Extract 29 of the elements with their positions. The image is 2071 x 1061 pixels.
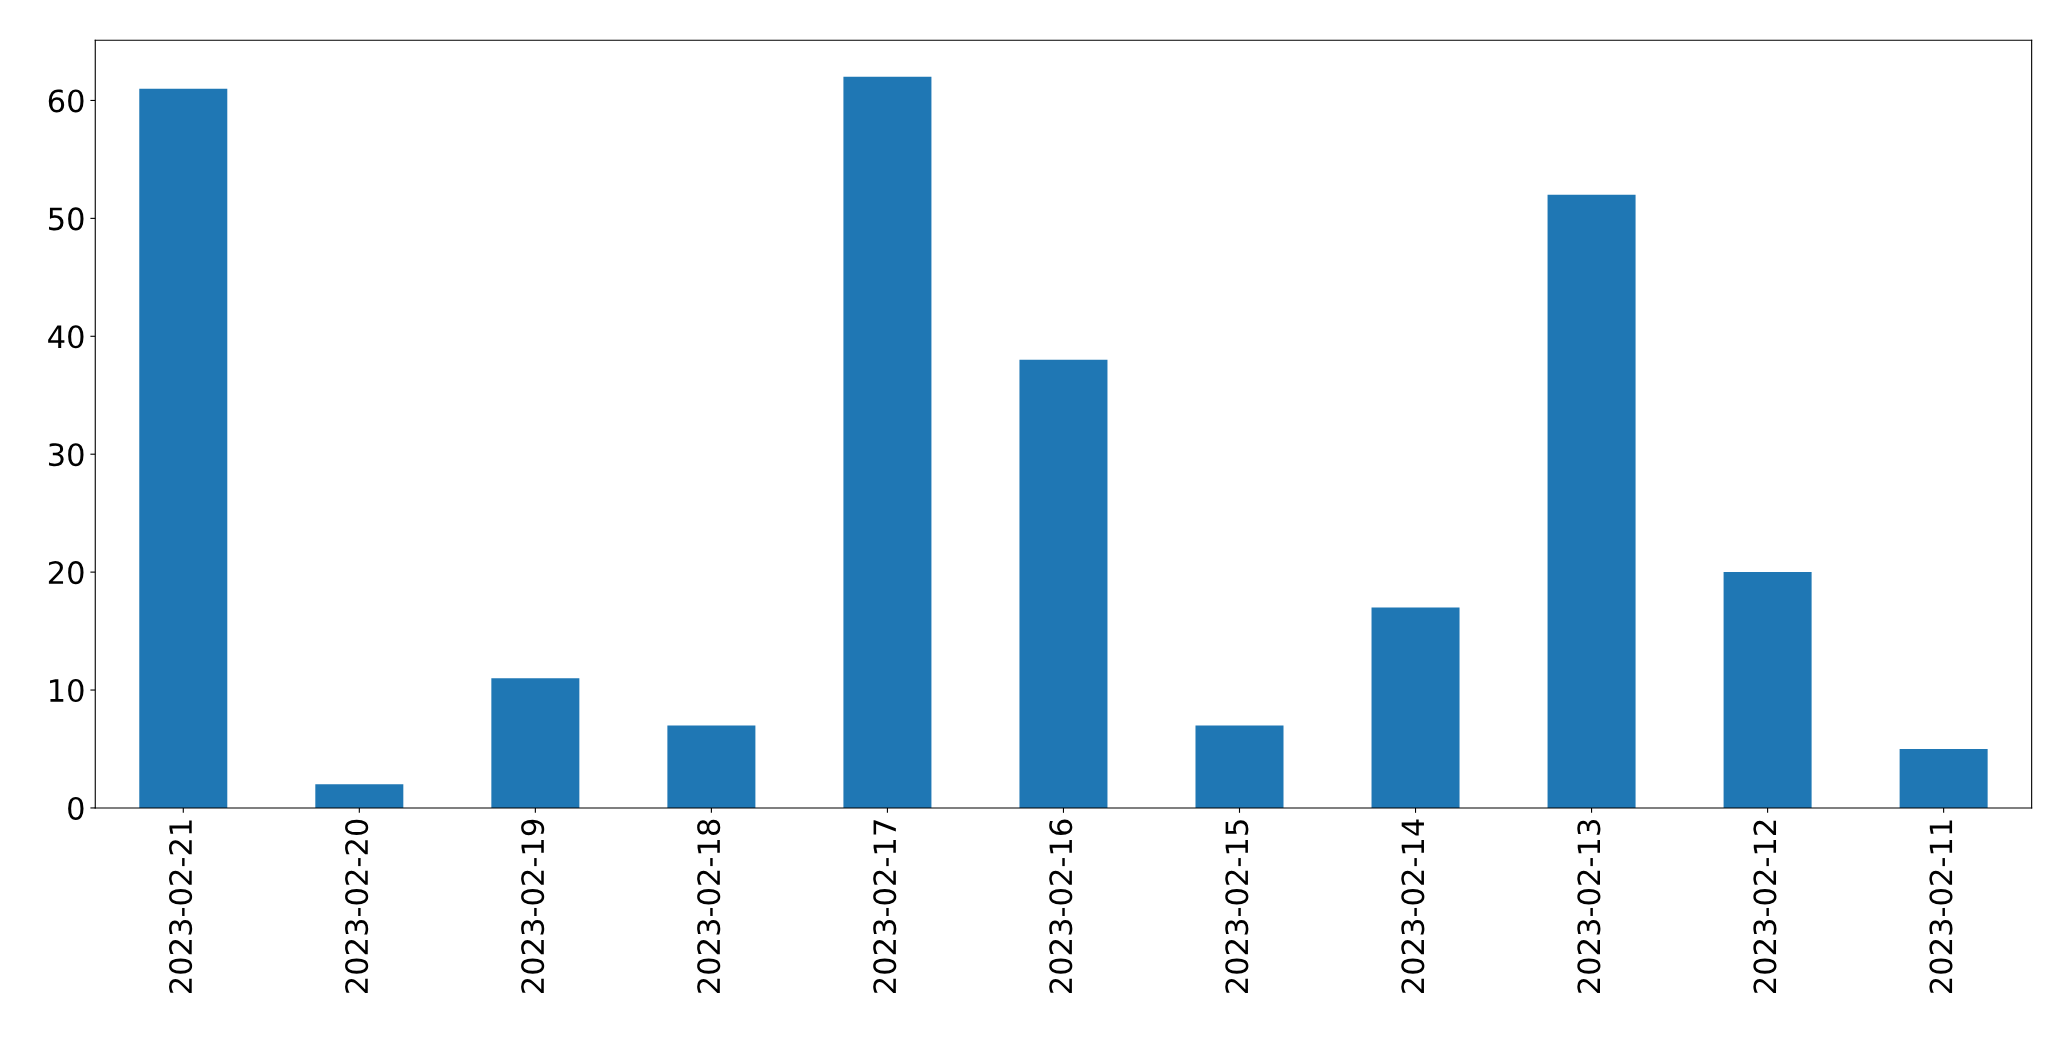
- x-tick-label: 2023-02-15: [1225, 820, 1249, 994]
- bar: [1547, 194, 1636, 808]
- bar: [315, 784, 404, 808]
- x-tick-label: 2023-02-13: [1577, 820, 1601, 994]
- y-tick-label: 10: [50, 678, 84, 703]
- bar: [843, 76, 932, 808]
- y-tick-label: 0: [68, 796, 84, 820]
- y-tick-label: 50: [49, 207, 84, 231]
- y-tick-label: 40: [48, 325, 84, 349]
- x-tick-label: 2023-02-16: [1049, 819, 1073, 994]
- y-tick-label: 30: [48, 443, 84, 467]
- x-tick-label: 2023-02-20: [345, 819, 369, 994]
- bar: [1899, 748, 1988, 808]
- bar: [139, 88, 228, 808]
- x-tick-label: 2023-02-19: [521, 819, 545, 994]
- bar: [1195, 725, 1284, 808]
- x-tick-label: 2023-02-17: [873, 820, 897, 994]
- y-tick-label: 20: [48, 561, 84, 585]
- x-tick-label: 2023-02-21: [169, 820, 193, 994]
- x-tick-label: 2023-02-12: [1753, 820, 1777, 994]
- x-tick-label: 2023-02-14: [1401, 819, 1425, 994]
- y-tick-label: 60: [48, 89, 84, 113]
- bar: [491, 678, 580, 808]
- x-tick-label: 2023-02-18: [697, 819, 721, 994]
- bar: [1371, 607, 1460, 808]
- bar: [1019, 359, 1108, 808]
- x-tick-label: 2023-02-11: [1929, 820, 1953, 994]
- bar: [1723, 572, 1812, 808]
- bar: [667, 725, 756, 808]
